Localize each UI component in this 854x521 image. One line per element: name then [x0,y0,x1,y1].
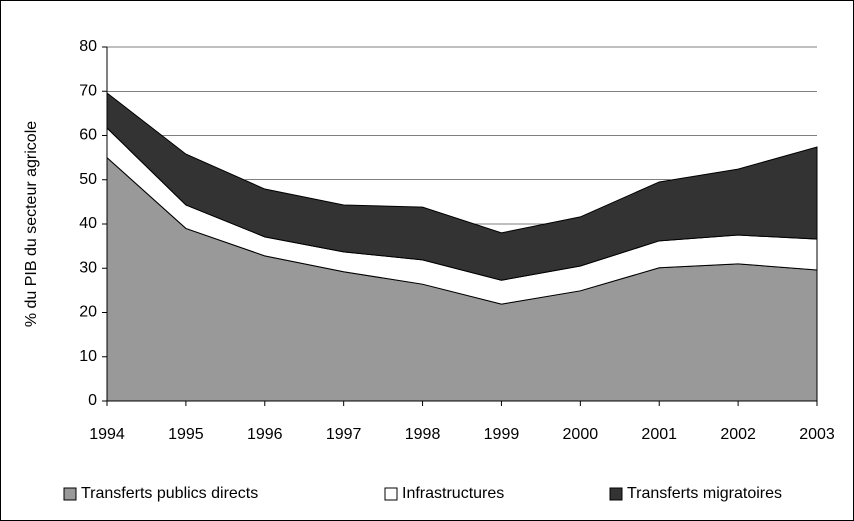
legend-swatch [384,487,398,501]
x-tick-label: 1994 [89,426,125,443]
y-tick-label: 60 [79,127,97,144]
y-tick-label: 10 [79,348,97,365]
legend-label: Transferts publics directs [81,485,258,502]
y-tick-label: 20 [79,304,97,321]
x-tick-label: 1999 [484,426,520,443]
x-tick-label: 2002 [720,426,756,443]
x-tick-label: 2003 [799,426,835,443]
y-tick-label: 40 [79,215,97,232]
y-axis-label: % du PIB du secteur agricole [23,121,40,327]
y-tick-label: 80 [79,38,97,55]
legend-label: Transferts migratoires [627,485,782,502]
legend-label: Infrastructures [402,485,504,502]
legend-swatch [609,487,623,501]
x-tick-label: 1997 [326,426,362,443]
x-tick-label: 1998 [405,426,441,443]
y-tick-label: 30 [79,259,97,276]
x-tick-label: 2000 [563,426,599,443]
x-tick-label: 2001 [641,426,677,443]
x-tick-label: 1996 [247,426,283,443]
y-tick-label: 70 [79,82,97,99]
x-tick-label: 1995 [168,426,204,443]
area [106,92,818,281]
y-tick-label: 0 [88,392,97,409]
y-tick-label: 50 [79,171,97,188]
legend-swatch [63,487,77,501]
